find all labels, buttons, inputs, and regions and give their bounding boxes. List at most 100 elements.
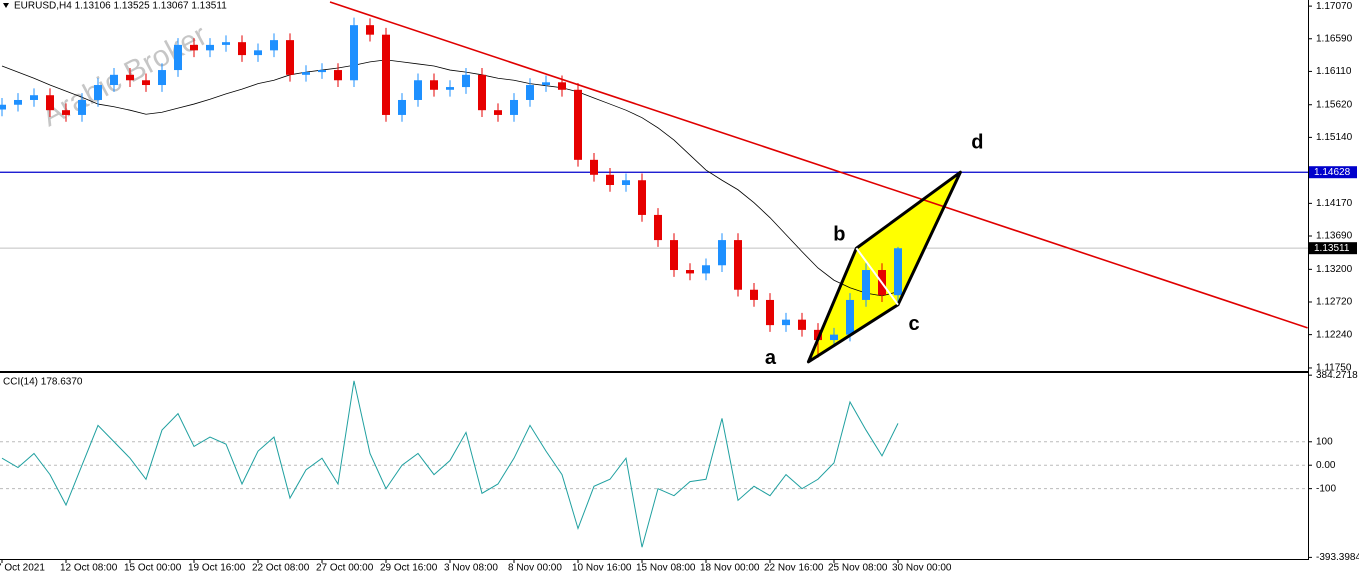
x-tick-label: 25 Nov 08:00 [828,563,888,574]
candle-body [62,110,70,115]
candle-body [190,44,198,51]
candle-body [222,42,230,45]
y-tick-label: 1.16590 [1316,33,1353,44]
x-tick-label: 19 Oct 16:00 [188,563,246,574]
pattern-diagonal [855,247,899,306]
candle-body [782,319,790,326]
y-tick-label: -100 [1316,483,1336,494]
trendline [329,1,1308,329]
cci-line [1,380,899,548]
candle-body [206,44,214,51]
candle-body [286,40,294,75]
candle-body [814,329,822,341]
x-tick-label: 15 Oct 00:00 [124,563,182,574]
y-tick-label: 1.14170 [1316,198,1353,209]
y-tick-label: 1.15140 [1316,132,1353,143]
candle-body [558,82,566,90]
chart-title: EURUSD,H4 1.13106 1.13525 1.13067 1.1351… [14,1,227,12]
candle-body [174,44,182,71]
candle-body [510,99,518,115]
indicator-title: CCI(14) 178.6370 [3,377,83,388]
candle-body [398,99,406,115]
candle-body [270,40,278,51]
candle-body [654,214,662,241]
y-tick-label: 1.11750 [1316,363,1352,374]
candle-body [846,299,854,335]
candle-body [318,70,326,73]
y-tick-label: 1.13690 [1316,231,1353,242]
x-tick-label: 10 Nov 16:00 [572,563,632,574]
candle-body [718,240,726,266]
candle-body [302,72,310,75]
pattern-outline [806,170,962,364]
x-tick-label: 30 Nov 00:00 [892,563,952,574]
candle-body [830,334,838,341]
candle-body [94,85,102,100]
candle-body [0,104,6,110]
candle-body [142,80,150,86]
y-tick-label: 1.15620 [1316,99,1353,110]
candle-body [750,289,758,300]
candle-body [238,42,246,56]
price-label-box [1309,166,1357,179]
candle-body [334,70,342,81]
candle-body [446,87,454,90]
pattern-label: a [765,347,777,369]
candle-body [606,174,614,185]
candle-body [542,82,550,86]
y-tick-label: 384.2718 [1316,370,1358,381]
candle-body [126,74,134,81]
x-tick-label: 7 Oct 2021 [0,563,45,574]
candle-body [766,299,774,326]
candle-body [78,99,86,115]
candle-body [14,99,22,105]
moving-average [1,59,899,297]
cci-panel [0,380,1308,548]
candle-body [430,80,438,90]
x-tick-label: 12 Oct 08:00 [60,563,118,574]
candle-body [526,85,534,100]
y-tick-label: 1.12240 [1316,329,1353,340]
price-label: 1.13511 [1314,243,1350,254]
candle-body [622,180,630,185]
candle-body [46,95,54,111]
x-tick-label: 15 Nov 08:00 [636,563,696,574]
x-tick-label: 22 Oct 08:00 [252,563,310,574]
x-tick-label: 22 Nov 16:00 [764,563,824,574]
candle-body [414,80,422,100]
candle-body [110,74,118,86]
candle-body [862,270,870,300]
y-tick-label: 1.12720 [1316,297,1353,308]
candle-body [30,95,38,100]
y-tick-label: 1.17070 [1316,1,1353,12]
pattern-label: b [833,224,845,246]
candle-body [670,240,678,271]
candle-body [638,180,646,215]
x-tick-label: 27 Oct 00:00 [316,563,374,574]
x-tick-label: 29 Oct 16:00 [380,563,438,574]
candle-body [894,248,902,296]
candle-body [158,70,166,86]
candle-body [350,25,358,81]
y-tick-label: 1.13200 [1316,264,1353,275]
candle-body [734,240,742,290]
candle-body [574,89,582,160]
x-tick-label: 8 Nov 00:00 [508,563,562,574]
price-label-box [1309,242,1357,255]
candle-body [366,25,374,35]
y-tick-label: 1.16110 [1316,66,1352,77]
candle-body [254,50,262,56]
candle-body [702,265,710,274]
candle-body [382,34,390,115]
x-tick-label: 3 Nov 08:00 [444,563,498,574]
y-tick-label: -393.3984 [1316,552,1359,563]
candle-body [462,74,470,88]
y-tick-label: 0.00 [1316,460,1336,471]
candle-body [686,270,694,274]
title-arrow [3,3,9,8]
candle-body [478,74,486,111]
pattern-label: c [908,313,919,335]
